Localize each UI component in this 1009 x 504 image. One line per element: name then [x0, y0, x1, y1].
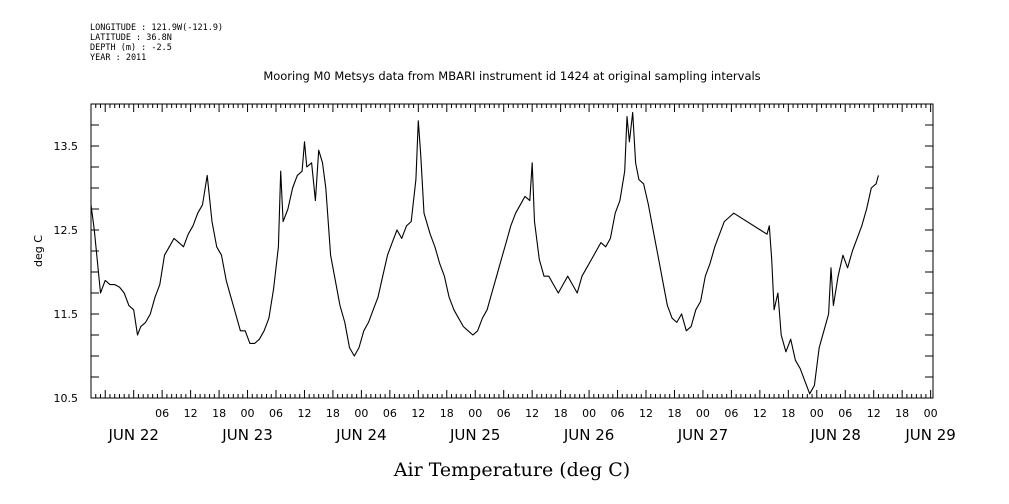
- x-tick-label: 12: [753, 407, 767, 420]
- x-day-label: JUN 27: [677, 426, 728, 444]
- y-tick-label: 13.5: [54, 140, 79, 153]
- y-tick-label: 11.5: [54, 308, 79, 321]
- x-day-label: JUN 26: [563, 426, 614, 444]
- x-day-label: JUN 29: [904, 426, 955, 444]
- x-axis-label: Air Temperature (deg C): [393, 459, 630, 481]
- x-day-label: JUN 28: [810, 426, 861, 444]
- x-tick-label: 18: [667, 407, 681, 420]
- x-tick-label: 18: [781, 407, 795, 420]
- x-tick-label: 12: [867, 407, 881, 420]
- x-day-label: JUN 23: [221, 426, 272, 444]
- y-tick-label: 10.5: [54, 392, 79, 405]
- x-tick-label: 12: [639, 407, 653, 420]
- x-tick-label: 12: [184, 407, 198, 420]
- y-axis-label: deg C: [32, 235, 45, 267]
- x-day-label: JUN 25: [449, 426, 500, 444]
- x-tick-label: 18: [895, 407, 909, 420]
- depth-text: DEPTH (m) : -2.5: [90, 43, 172, 53]
- series-group: [90, 111, 879, 395]
- x-tick-label: 00: [696, 407, 710, 420]
- x-tick-label: 06: [724, 407, 738, 420]
- x-tick-label: 06: [383, 407, 397, 420]
- x-tick-label: 12: [411, 407, 425, 420]
- y-tick-label: 12.5: [54, 224, 79, 237]
- x-day-label: JUN 24: [335, 426, 386, 444]
- year-text: YEAR : 2011: [90, 53, 146, 63]
- x-tick-label: 18: [326, 407, 340, 420]
- x-tick-label: 06: [497, 407, 511, 420]
- x-tick-label: 00: [241, 407, 255, 420]
- x-day-label: JUN 22: [107, 426, 158, 444]
- longitude-text: LONGITUDE : 121.9W(-121.9): [90, 23, 223, 33]
- x-tick-label: 12: [297, 407, 311, 420]
- x-tick-label: 00: [924, 407, 938, 420]
- axis-tick-labels: 06 12 18 00 06 12 18 00 06 12 18 00 06 12 18 00 06 12 18 00…: [54, 140, 956, 444]
- x-tick-label: 18: [554, 407, 568, 420]
- x-tick-label: 18: [440, 407, 454, 420]
- x-tick-label: 06: [155, 407, 169, 420]
- plot-frame: [90, 103, 934, 399]
- x-tick-label: 00: [810, 407, 824, 420]
- chart-title: Mooring M0 Metsys data from MBARI instru…: [263, 69, 760, 83]
- x-tick-label: 06: [269, 407, 283, 420]
- x-tick-label: 00: [354, 407, 368, 420]
- latitude-text: LATITUDE : 36.8N: [90, 33, 172, 43]
- axis-ticks: [90, 103, 933, 399]
- x-tick-label: 00: [582, 407, 596, 420]
- x-tick-label: 18: [212, 407, 226, 420]
- x-tick-label: 06: [611, 407, 625, 420]
- x-tick-label: 06: [838, 407, 852, 420]
- series-line: [90, 111, 879, 395]
- x-tick-label: 12: [525, 407, 539, 420]
- x-tick-label: 00: [468, 407, 482, 420]
